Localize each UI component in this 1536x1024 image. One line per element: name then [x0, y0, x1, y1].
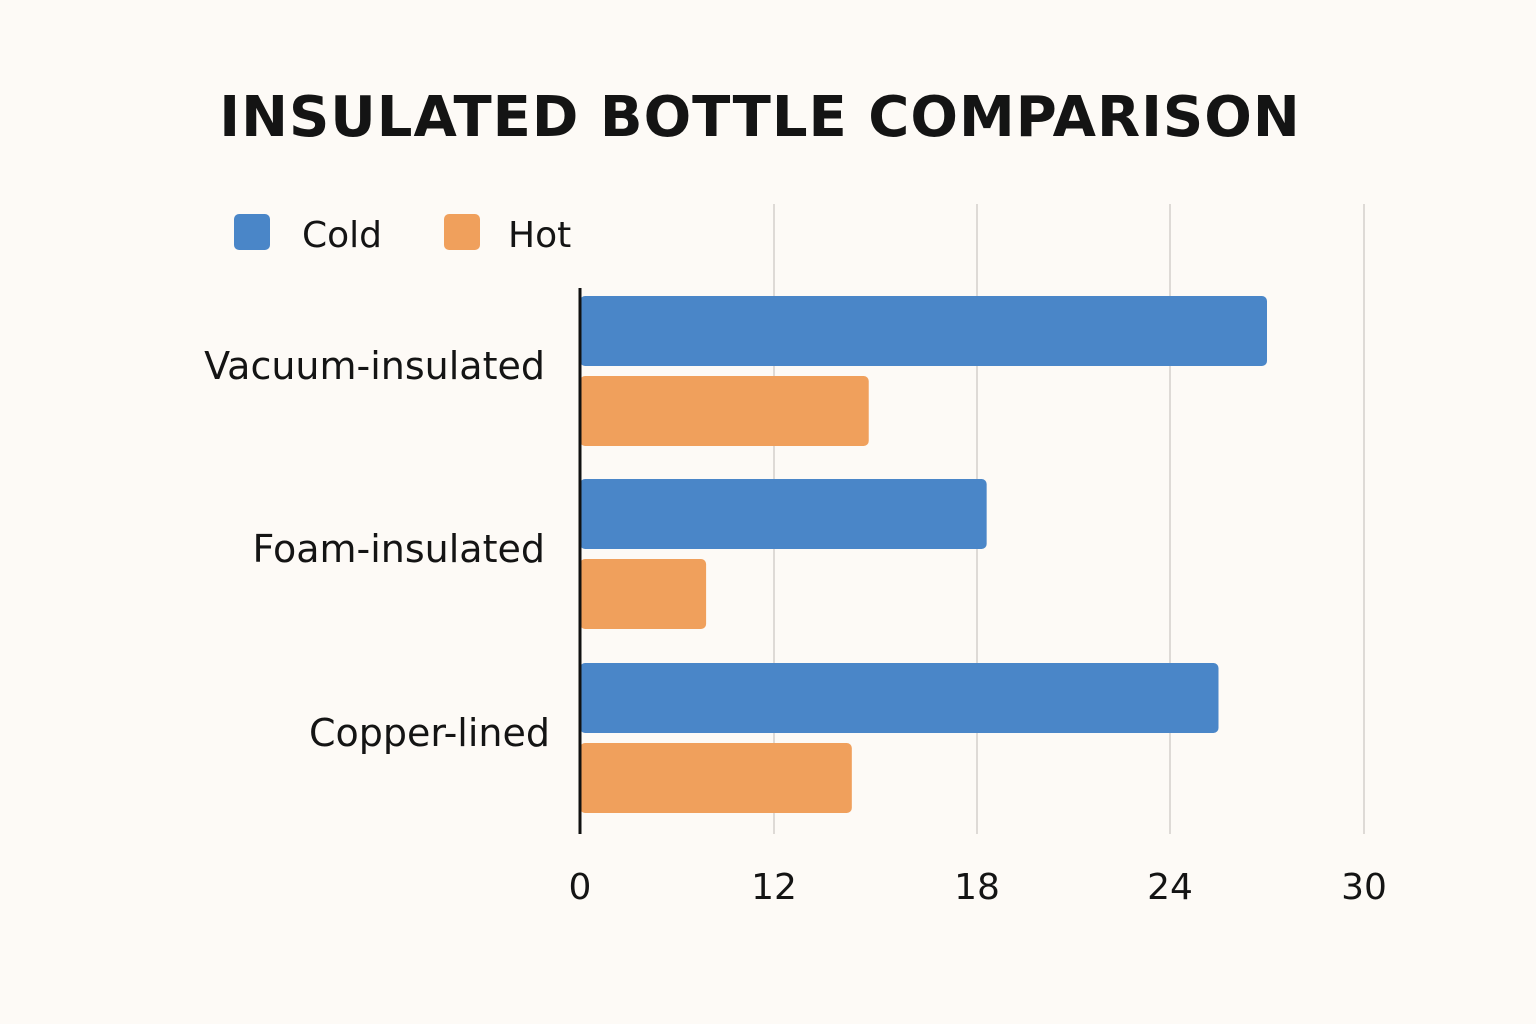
x-tick-label-12: 12 — [751, 867, 797, 908]
category-label-vacuum-insulated: Vacuum-insulated — [204, 344, 545, 388]
bar-copper-lined-hot — [580, 743, 852, 813]
x-tick-label-24: 24 — [1147, 867, 1193, 908]
bar-foam-insulated-hot — [580, 559, 707, 629]
bar-vacuum-insulated-cold — [580, 296, 1267, 366]
legend-label-cold: Cold — [302, 215, 382, 256]
category-label-copper-lined: Copper-lined — [309, 711, 550, 755]
x-tick-label-0: 0 — [569, 867, 592, 908]
x-axis-ticks: 0 12 18 24 30 — [569, 867, 1387, 908]
bar-vacuum-insulated-hot — [580, 376, 869, 446]
legend: Cold Hot — [234, 214, 571, 256]
legend-label-hot: Hot — [508, 215, 571, 256]
x-tick-label-30: 30 — [1341, 867, 1387, 908]
legend-swatch-hot — [444, 214, 480, 250]
bars — [580, 296, 1267, 813]
legend-swatch-cold — [234, 214, 270, 250]
chart-title: INSULATED BOTTLE COMPARISON — [219, 85, 1300, 150]
category-label-foam-insulated: Foam-insulated — [252, 527, 545, 571]
bar-copper-lined-cold — [580, 663, 1219, 733]
category-labels: Vacuum-insulated Foam-insulated Copper-lin… — [204, 344, 550, 755]
bar-foam-insulated-cold — [580, 479, 987, 549]
x-tick-label-18: 18 — [954, 867, 1000, 908]
